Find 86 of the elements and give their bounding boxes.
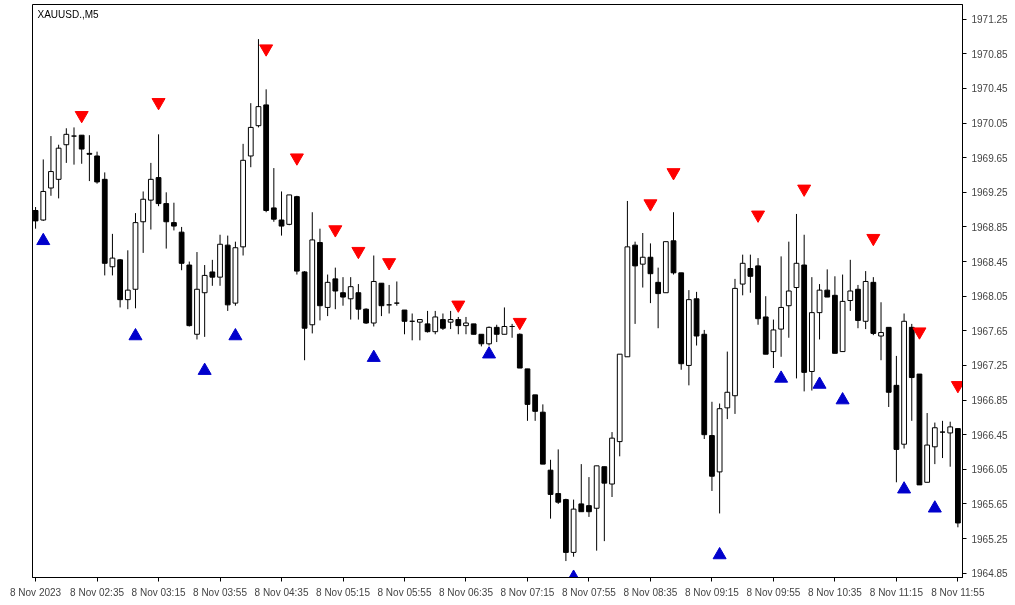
point	[197, 362, 212, 375]
y-tick-label: 1968.85	[971, 221, 1009, 233]
y-tick-label: 1967.25	[971, 360, 1009, 372]
point	[289, 153, 304, 166]
candlestick	[939, 420, 946, 459]
x-tick-label: 8 Nov 03:15	[131, 586, 186, 598]
y-tick-label: 1971.25	[971, 14, 1009, 26]
x-tick-label: 8 Nov 08:35	[623, 586, 678, 598]
y-tick-label: 1970.85	[971, 48, 1009, 60]
y-tick-label: 1967.65	[971, 325, 1009, 337]
y-tick-label: 1966.45	[971, 429, 1009, 441]
candlestick	[147, 162, 154, 231]
point	[666, 168, 681, 181]
x-tick-label: 8 Nov 03:55	[193, 586, 248, 598]
candlestick	[171, 202, 177, 231]
candlestick	[947, 421, 954, 468]
point	[74, 111, 89, 124]
candlestick	[401, 309, 408, 335]
point	[128, 328, 143, 341]
x-tick-label: 8 Nov 05:15	[316, 586, 371, 598]
candlestick	[847, 259, 854, 312]
candlestick	[270, 167, 277, 223]
candlestick	[78, 134, 85, 165]
y-tick-label: 1966.85	[971, 395, 1009, 407]
y-tick-label: 1970.05	[971, 118, 1009, 130]
point	[328, 225, 343, 238]
chart-title: XAUUSD.,M5	[37, 8, 100, 20]
candlestick	[48, 135, 54, 197]
y-tick-label: 1968.05	[971, 291, 1009, 303]
x-tick-label: 8 Nov 02:35	[70, 586, 125, 598]
point	[712, 546, 727, 560]
candlestick	[140, 190, 147, 254]
x-tick-label: 8 Nov 04:35	[254, 586, 309, 598]
candlestick	[63, 127, 70, 164]
x-tick-label: 8 Nov 11:15	[869, 586, 924, 598]
point	[451, 300, 466, 313]
point	[366, 349, 381, 362]
point	[482, 346, 497, 359]
candlestick	[124, 249, 131, 310]
point	[797, 184, 812, 197]
candlestick	[393, 280, 400, 307]
point	[382, 258, 397, 271]
candlestick	[632, 241, 638, 325]
candlestick	[724, 351, 731, 420]
point	[151, 98, 166, 111]
x-tick-label: 8 Nov 2023	[10, 586, 62, 598]
y-tick-label: 1965.25	[971, 533, 1009, 545]
point	[927, 500, 942, 513]
candlestick	[586, 476, 592, 518]
candlestick	[416, 319, 423, 341]
point	[866, 233, 881, 247]
candlestick	[778, 255, 784, 358]
candlestick	[255, 38, 262, 128]
y-tick-label: 1970.45	[971, 83, 1009, 95]
y-tick-label: 1968.45	[971, 256, 1009, 268]
x-tick-label: 8 Nov 09:15	[684, 586, 740, 598]
candlestick	[931, 422, 938, 465]
point	[774, 370, 789, 383]
x-tick-label: 8 Nov 05:55	[377, 586, 432, 598]
point	[751, 210, 766, 223]
y-tick-label: 1964.85	[971, 568, 1009, 580]
candlestick	[486, 325, 492, 347]
y-tick-label: 1969.65	[971, 152, 1009, 164]
x-tick-label: 8 Nov 10:35	[807, 586, 863, 598]
candlestick	[86, 134, 93, 182]
candlestick	[785, 241, 792, 339]
point	[835, 392, 850, 405]
point	[643, 199, 658, 212]
y-tick-label: 1965.65	[971, 498, 1009, 510]
point	[512, 317, 527, 331]
candlestick	[340, 276, 346, 307]
point	[812, 376, 827, 389]
y-tick-label: 1966.05	[971, 464, 1009, 476]
y-tick-label: 1969.25	[971, 187, 1009, 199]
point	[228, 328, 243, 341]
x-tick-label: 8 Nov 09:55	[746, 586, 801, 598]
x-tick-label: 8 Nov 07:15	[500, 586, 555, 598]
point	[351, 246, 366, 260]
candlestick	[655, 267, 662, 329]
x-tick-label: 8 Nov 07:55	[562, 586, 617, 598]
candlestick	[878, 301, 884, 361]
point	[897, 481, 912, 494]
x-tick-label: 8 Nov 11:55	[931, 586, 985, 598]
point	[259, 44, 274, 57]
x-tick-label: 8 Nov 06:35	[439, 586, 494, 598]
candlestick	[463, 316, 469, 335]
